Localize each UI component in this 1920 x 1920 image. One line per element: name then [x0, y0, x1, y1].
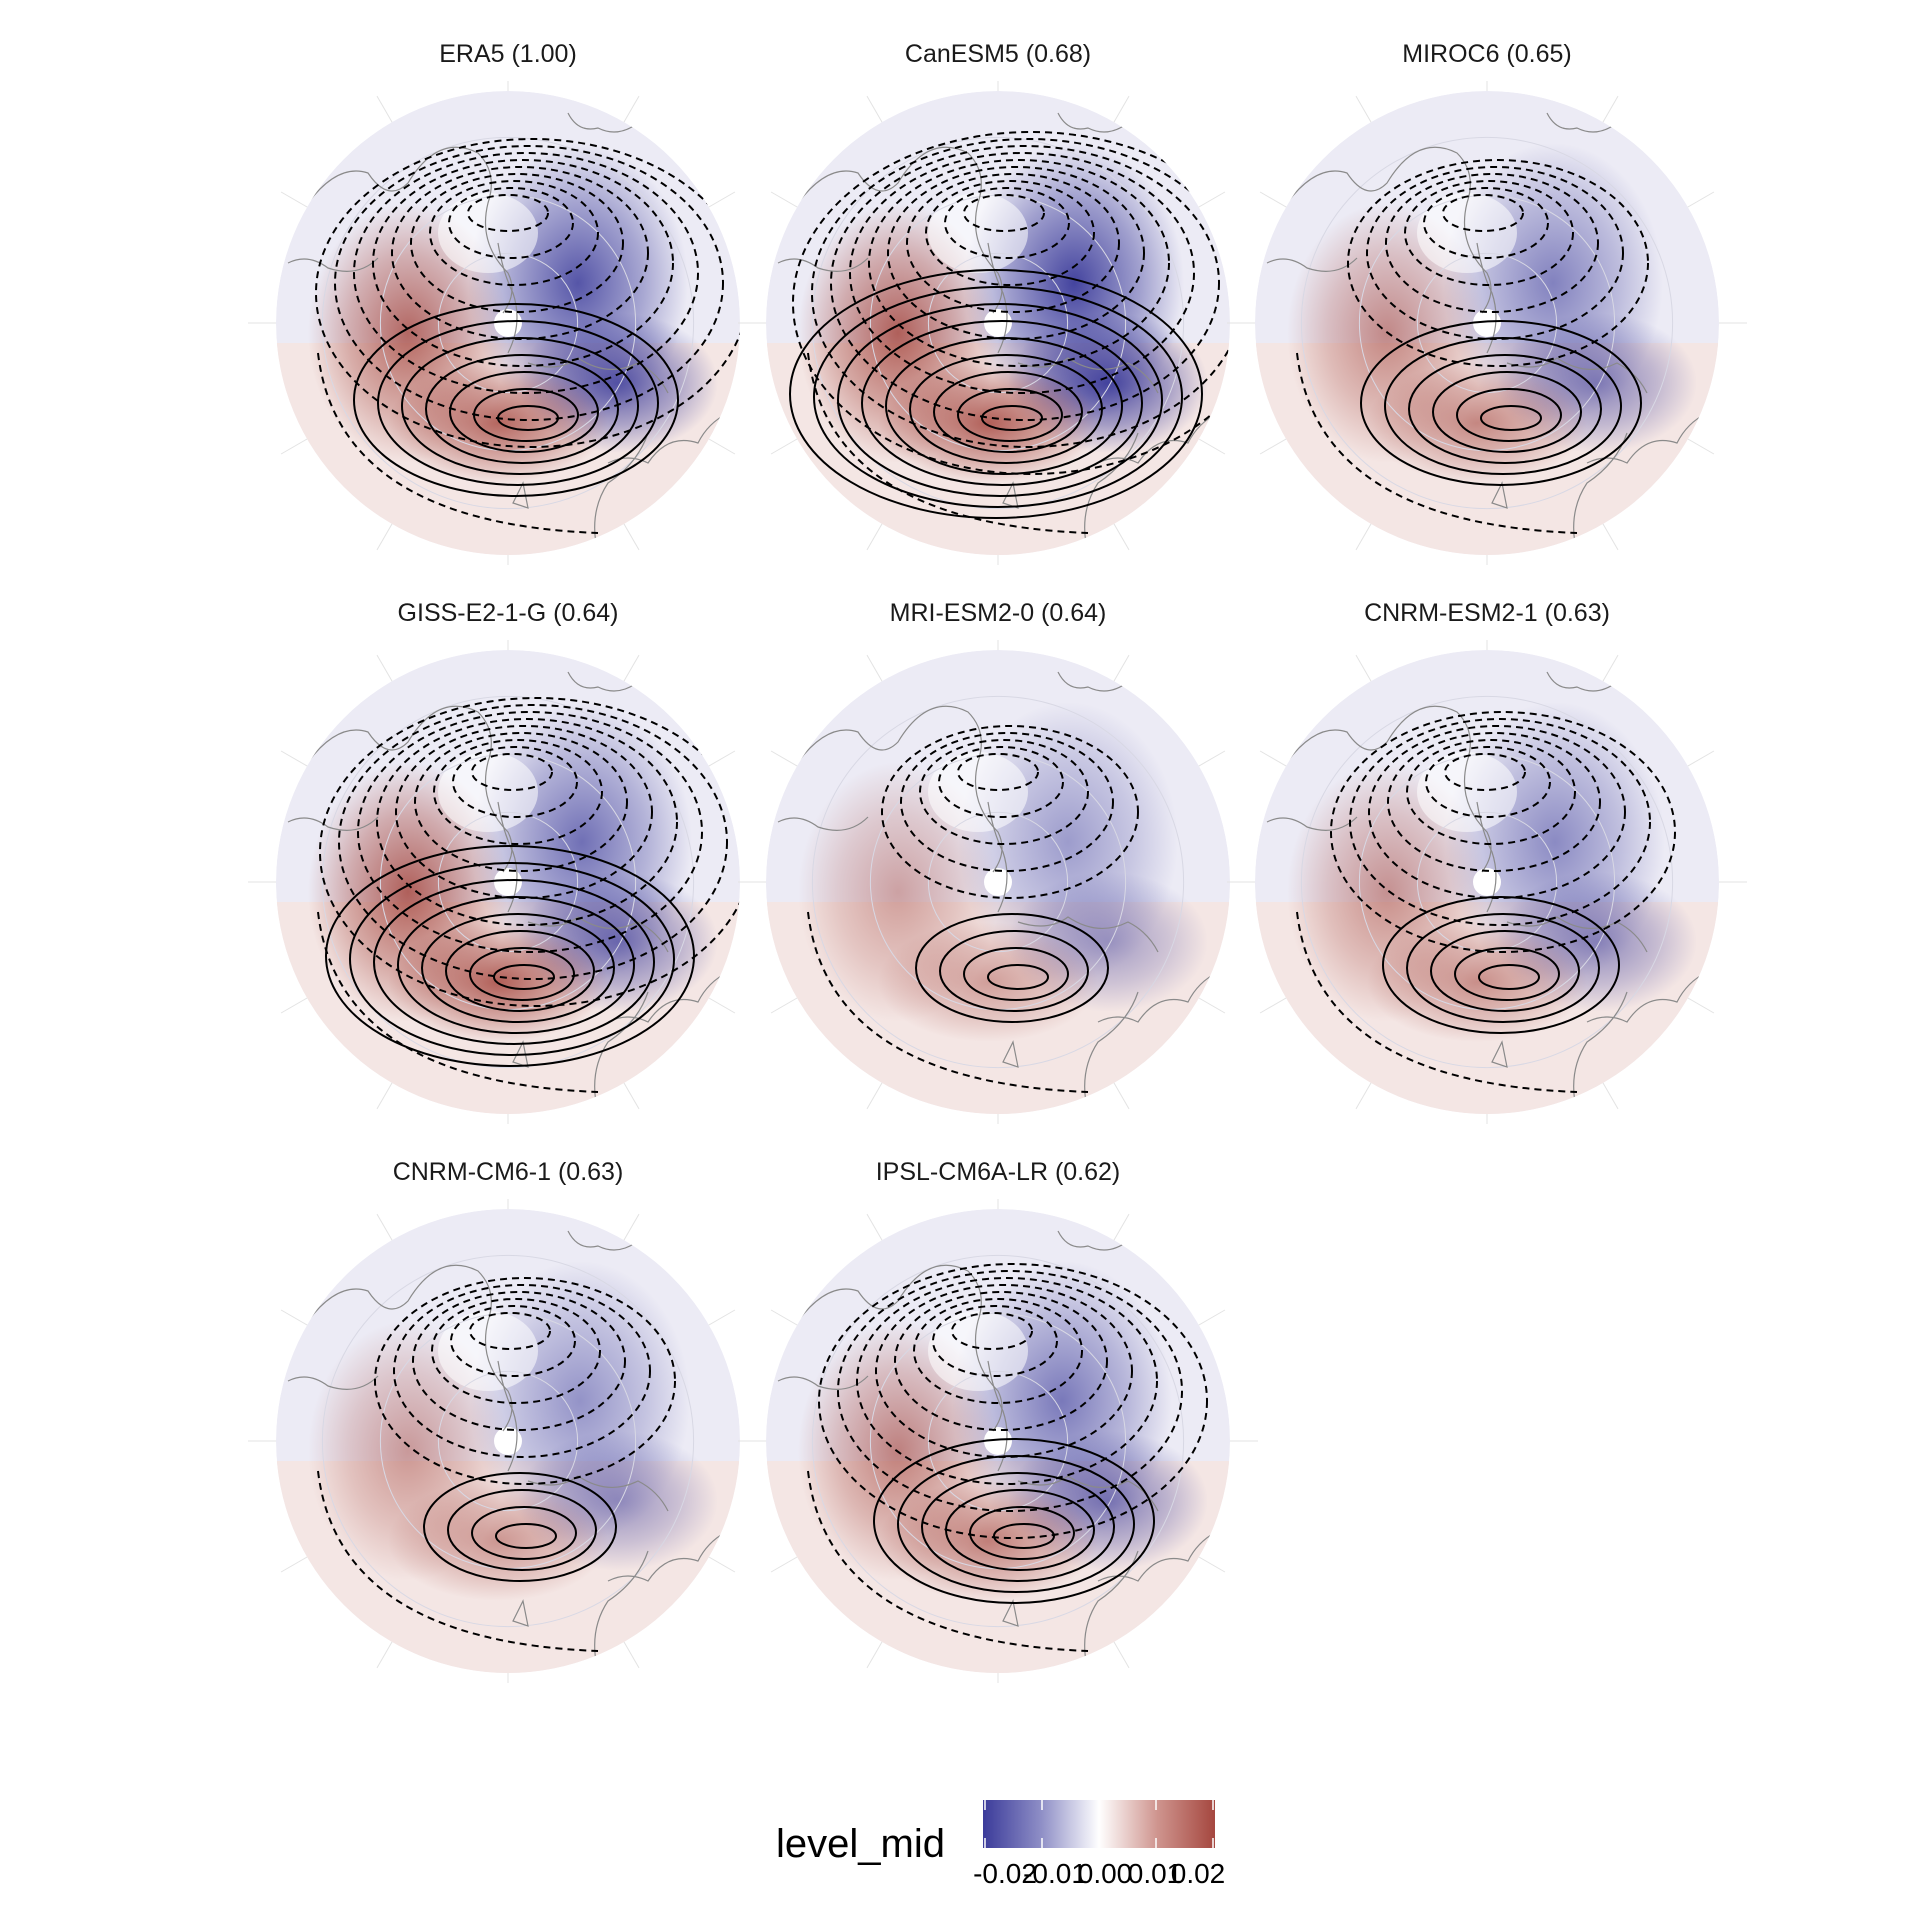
map-panel: CanESM5 (0.68): [738, 40, 1258, 565]
legend-tick-label: -0.02: [973, 1858, 1037, 1889]
legend-color-bar: [983, 1800, 1215, 1848]
panel-title: IPSL-CM6A-LR (0.62): [875, 1158, 1121, 1186]
panel-title: CNRM-CM6-1 (0.63): [392, 1158, 624, 1186]
polar-map: [1227, 81, 1747, 565]
polar-map: [738, 81, 1258, 565]
legend-tick-label: 0.00: [1077, 1858, 1133, 1889]
legend-title: level_mid: [776, 1822, 945, 1866]
map-panel: MRI-ESM2-0 (0.64): [738, 599, 1258, 1124]
coastline: [1266, 112, 1708, 554]
polar-map: [738, 640, 1258, 1124]
panel-title: MRI-ESM2-0 (0.64): [889, 599, 1107, 627]
map-panel: CNRM-ESM2-1 (0.63): [1227, 599, 1747, 1124]
coastline: [777, 112, 1219, 554]
polar-map: [1227, 640, 1747, 1124]
polar-map: [248, 81, 768, 565]
legend-tick-label: -0.01: [1023, 1858, 1087, 1889]
coastline: [287, 671, 729, 1113]
panel-title: MIROC6 (0.65): [1402, 40, 1572, 68]
polar-map: [248, 1199, 768, 1683]
coastline: [777, 671, 1219, 1113]
map-panel: CNRM-CM6-1 (0.63): [248, 1158, 768, 1683]
panel-title: GISS-E2-1-G (0.64): [397, 599, 619, 627]
map-panel: GISS-E2-1-G (0.64): [248, 599, 768, 1124]
legend-tick-label: 0.01: [1127, 1858, 1183, 1889]
map-panel: MIROC6 (0.65): [1227, 40, 1747, 565]
legend-tick-label: 0.02: [1170, 1858, 1226, 1889]
panel-title: CNRM-ESM2-1 (0.63): [1364, 599, 1610, 627]
panel-title: ERA5 (1.00): [439, 40, 577, 68]
map-panel: ERA5 (1.00): [248, 40, 768, 565]
panel-title: CanESM5 (0.68): [904, 40, 1092, 68]
polar-map: [248, 640, 768, 1124]
polar-map: [738, 1199, 1258, 1683]
map-panel: IPSL-CM6A-LR (0.62): [738, 1158, 1258, 1683]
coastline: [1266, 671, 1708, 1113]
